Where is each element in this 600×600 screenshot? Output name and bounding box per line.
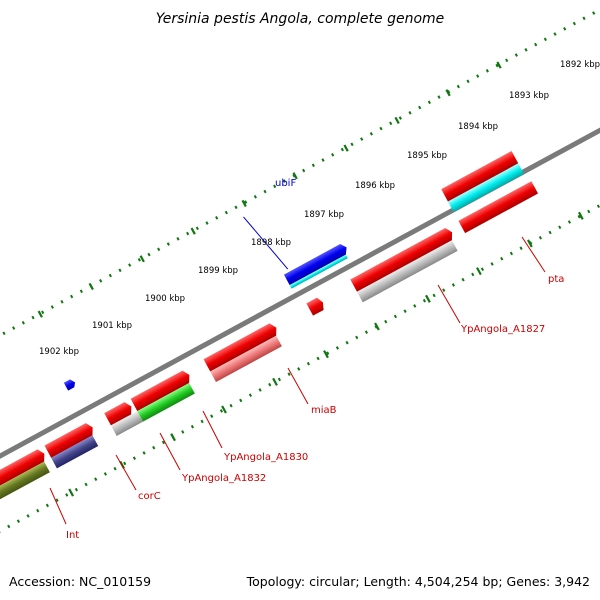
tick-label: 1896 kbp [355, 181, 395, 191]
corC-feature-band [51, 435, 99, 469]
tick-label: 1899 kbp [198, 266, 238, 276]
tick-label: 1898 kbp [251, 238, 291, 248]
pta-feature-band [356, 240, 458, 303]
gene-pta-cds [350, 227, 453, 292]
leader-line [115, 454, 137, 491]
gene-label-YpAngola_A1830: YpAngola_A1830 [223, 452, 308, 463]
gene-corC-cds [44, 423, 93, 458]
tick-label: 1895 kbp [407, 151, 447, 161]
cyan-feature-band [447, 163, 524, 213]
gene-label-miaB: miaB [311, 405, 337, 416]
tick-label: 1894 kbp [458, 122, 498, 132]
ubiF-skew-band [289, 254, 348, 289]
inner-scale-ring [0, 151, 600, 555]
outer-scale-ring [0, 0, 600, 404]
gene-label-YpAngola_A1827: YpAngola_A1827 [460, 324, 545, 335]
gene-label-Int: Int [66, 530, 79, 541]
tick-label: 1897 kbp [304, 210, 344, 220]
leader-line [287, 367, 309, 405]
leader-line [49, 487, 67, 525]
accession-text: Accession: NC_010159 [9, 574, 151, 589]
gene-YpAngola_A1827-cds [306, 297, 324, 316]
gene-label-corC: corC [138, 491, 161, 502]
feature-lane [0, 151, 524, 505]
outer-major-ticks [37, 61, 502, 318]
gene-miaB-cds [203, 323, 277, 372]
leader-line [521, 236, 546, 273]
gene-ubiF-feature [283, 244, 347, 286]
genome-backbone [0, 92, 600, 498]
gene-int-cds [0, 449, 45, 490]
gene-labels: ubiF pta YpAngola_A1827 miaB YpAngola_A1… [49, 178, 564, 541]
tick-label: 1893 kbp [509, 91, 549, 101]
map-title: Yersinia pestis Angola, complete genome [156, 11, 445, 27]
genome-summary-text: Topology: circular; Length: 4,504,254 bp… [246, 574, 590, 589]
miaB-feature-band [210, 335, 282, 383]
leader-line [437, 284, 461, 324]
upper-red-feature [441, 151, 519, 202]
gene-YpAngola_A1832-cds [104, 402, 132, 426]
gene-label-YpAngola_A1832: YpAngola_A1832 [181, 473, 266, 484]
leader-line [159, 432, 181, 471]
tick-label: 1902 kbp [39, 347, 79, 357]
leader-line [202, 410, 223, 449]
gene-label-ubiF: ubiF [275, 178, 296, 189]
int-feature-band [0, 461, 50, 505]
tick-label: 1900 kbp [145, 294, 185, 304]
blue-marker [63, 379, 76, 391]
gene-YpAngola_A1830-cds [130, 370, 190, 412]
gene-label-pta: pta [548, 274, 564, 285]
scale-labels: 1892 kbp 1893 kbp 1894 kbp 1895 kbp 1896… [39, 60, 600, 357]
ubiF-label-line [243, 216, 289, 270]
A1830-feature-band [137, 382, 195, 422]
gene-next-cds [458, 181, 539, 234]
tick-label: 1892 kbp [560, 60, 600, 70]
cds-lane [0, 181, 539, 490]
A1832-feature-band [110, 411, 144, 436]
tick-label: 1901 kbp [92, 321, 132, 331]
